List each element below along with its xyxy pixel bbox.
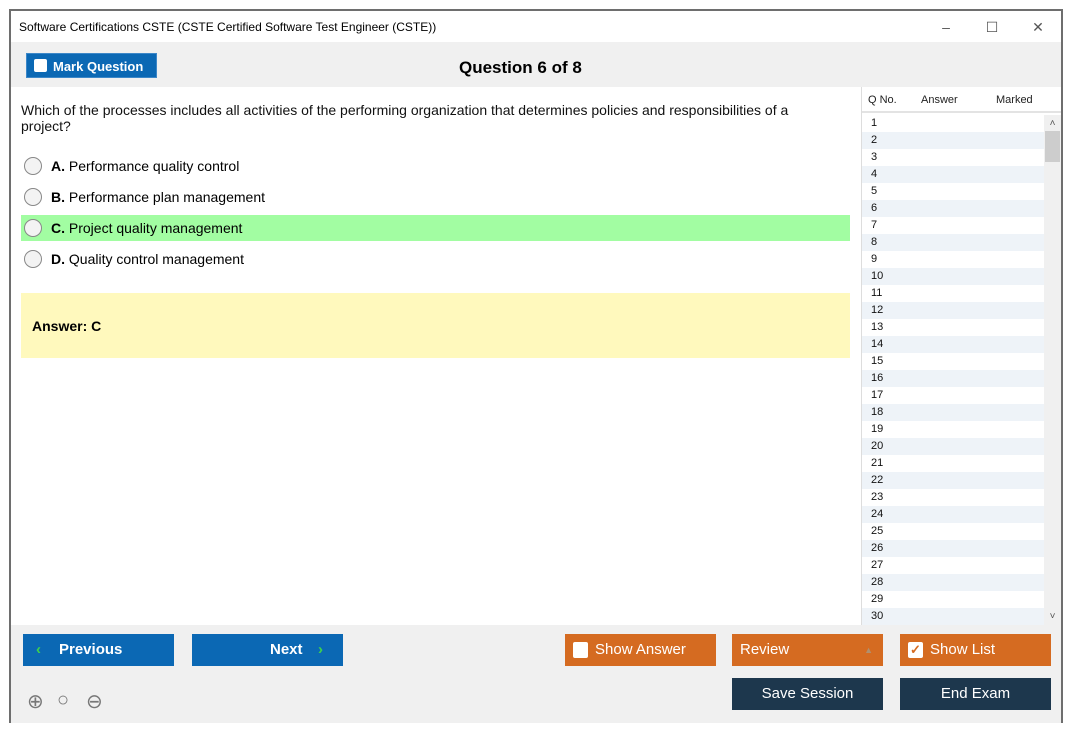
title-bar: Software Certifications CSTE (CSTE Certi… xyxy=(11,11,1061,42)
list-row[interactable]: 1 xyxy=(871,117,878,129)
radio-icon[interactable] xyxy=(24,157,42,175)
list-row[interactable]: 6 xyxy=(862,200,1044,217)
chevron-left-icon: ‹ xyxy=(36,641,41,658)
zoom-in-icon[interactable]: ⊕ xyxy=(27,691,44,713)
list-row[interactable]: 23 xyxy=(871,491,884,503)
zoom-out-icon[interactable]: ⊖ xyxy=(86,691,103,713)
list-row[interactable]: 4 xyxy=(862,166,1044,183)
app-window: Software Certifications CSTE (CSTE Certi… xyxy=(9,9,1063,723)
chevron-right-icon: › xyxy=(318,641,323,658)
scroll-up-icon[interactable]: ˄ xyxy=(1049,118,1056,129)
list-header: Q No. Answer Marked xyxy=(862,87,1061,113)
question-panel: Which of the processes includes all acti… xyxy=(11,87,861,625)
end-exam-button[interactable]: End Exam xyxy=(900,678,1051,710)
review-button[interactable]: Review ▲ xyxy=(732,634,883,666)
option-letter: A. xyxy=(51,158,65,174)
question-text: Which of the processes includes all acti… xyxy=(21,102,789,134)
list-row[interactable]: 5 xyxy=(871,185,878,197)
list-row[interactable]: 2 xyxy=(862,132,1044,149)
option-b[interactable]: B. Performance plan management xyxy=(21,184,850,210)
review-label: Review xyxy=(740,641,790,658)
list-row[interactable]: 19 xyxy=(871,423,884,435)
list-row[interactable]: 8 xyxy=(862,234,1044,251)
next-button[interactable]: Next › xyxy=(192,634,343,666)
checkbox-icon xyxy=(34,59,47,72)
show-list-label: Show List xyxy=(930,641,996,658)
list-row[interactable]: 22 xyxy=(862,472,1044,489)
previous-button[interactable]: ‹ Previous xyxy=(23,634,174,666)
next-label: Next xyxy=(270,641,303,658)
radio-icon[interactable] xyxy=(24,188,42,206)
radio-icon[interactable] xyxy=(24,219,42,237)
scrollbar[interactable]: ˄ ˅ xyxy=(1044,115,1061,625)
list-row[interactable]: 17 xyxy=(871,389,884,401)
header-qno: Q No. xyxy=(868,94,897,106)
header-answer: Answer xyxy=(921,94,958,106)
close-button[interactable]: ✕ xyxy=(1032,19,1044,35)
show-answer-label: Show Answer xyxy=(595,641,686,658)
list-row[interactable]: 24 xyxy=(862,506,1044,523)
option-a[interactable]: A. Performance quality control xyxy=(21,153,850,179)
list-row[interactable]: 11 xyxy=(871,287,883,299)
list-row[interactable]: 14 xyxy=(862,336,1044,353)
save-session-button[interactable]: Save Session xyxy=(732,678,883,710)
checkbox-checked-icon: ✓ xyxy=(908,642,923,658)
scroll-down-icon[interactable]: ˅ xyxy=(1049,611,1056,622)
list-row[interactable]: 13 xyxy=(871,321,884,333)
caret-up-icon: ▲ xyxy=(864,645,873,655)
option-text: Performance plan management xyxy=(68,189,265,205)
minimize-button[interactable]: – xyxy=(942,19,950,35)
option-letter: D. xyxy=(51,251,65,267)
list-row[interactable]: 26 xyxy=(862,540,1044,557)
list-row[interactable]: 12 xyxy=(862,302,1044,319)
bottom-bar: ‹ Previous Next › Show Answer Review ▲ ✓… xyxy=(11,625,1061,723)
mark-question-label: Mark Question xyxy=(53,59,144,74)
option-text: Performance quality control xyxy=(68,158,240,174)
option-c[interactable]: C. Project quality management xyxy=(21,215,850,241)
list-row[interactable]: 10 xyxy=(862,268,1044,285)
list-row[interactable]: 30 xyxy=(862,608,1044,625)
header-marked: Marked xyxy=(996,94,1033,106)
list-row[interactable]: 27 xyxy=(871,559,884,571)
option-letter: B. xyxy=(51,189,65,205)
option-d[interactable]: D. Quality control management xyxy=(21,246,850,272)
toolbar: Mark Question Question 6 of 8 xyxy=(11,42,1061,87)
list-row[interactable]: 25 xyxy=(871,525,884,537)
show-list-button[interactable]: ✓ Show List xyxy=(900,634,1051,666)
mark-question-button[interactable]: Mark Question xyxy=(26,53,157,78)
list-row[interactable]: 9 xyxy=(871,253,878,265)
maximize-button[interactable]: ☐ xyxy=(985,19,999,35)
list-row[interactable]: 3 xyxy=(871,151,878,163)
option-text: Quality control management xyxy=(68,251,244,267)
scroll-thumb[interactable] xyxy=(1045,131,1060,162)
option-text: Project quality management xyxy=(68,220,243,236)
checkbox-icon xyxy=(573,642,588,658)
list-row[interactable]: 28 xyxy=(862,574,1044,591)
window-title: Software Certifications CSTE (CSTE Certi… xyxy=(19,20,437,34)
list-row[interactable]: 21 xyxy=(871,457,884,469)
list-row[interactable]: 15 xyxy=(871,355,884,367)
list-row[interactable]: 7 xyxy=(871,219,878,231)
radio-icon[interactable] xyxy=(24,250,42,268)
zoom-reset-icon[interactable]: ○ xyxy=(57,689,70,711)
list-row[interactable]: 20 xyxy=(862,438,1044,455)
question-counter: Question 6 of 8 xyxy=(459,58,582,77)
list-row[interactable]: 29 xyxy=(871,593,884,605)
list-row[interactable]: 16 xyxy=(862,370,1044,387)
list-row[interactable]: 18 xyxy=(862,404,1044,421)
previous-label: Previous xyxy=(59,641,123,658)
option-letter: C. xyxy=(51,220,65,236)
show-answer-button[interactable]: Show Answer xyxy=(565,634,716,666)
question-list: Q No. Answer Marked 1 2 3 4 5 6 7 8 9 10 11 12 13 14 1… xyxy=(861,87,1061,625)
answer-box: Answer: C xyxy=(21,293,850,358)
